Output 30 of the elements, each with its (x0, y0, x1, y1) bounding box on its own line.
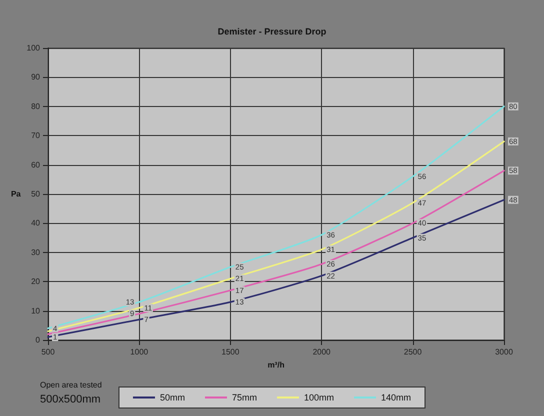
x-tick-label: 1000 (130, 348, 149, 356)
line-series (47, 140, 505, 332)
y-tick-label: 60 (31, 160, 41, 170)
x-tick-label: 2000 (312, 348, 332, 356)
line-series (47, 199, 505, 338)
chart-title: Demister - Pressure Drop (218, 26, 327, 36)
legend-label: 100mm (304, 392, 334, 402)
x-tick-label: 3000 (495, 348, 514, 356)
legend-label: 75mm (232, 392, 258, 402)
y-tick-label: 70 (31, 131, 41, 140)
legend-label: 140mm (381, 392, 412, 402)
text: Open area tested (40, 380, 102, 390)
legend-label: 50mm (160, 392, 185, 402)
y-tick-label: 30 (31, 248, 41, 257)
x-tick-label: 2500 (404, 348, 422, 356)
x-tick-label: 1500 (222, 348, 240, 356)
y-tick-label: 0 (36, 336, 41, 344)
y-tick-label: 10 (31, 306, 41, 316)
y-tick-label: 80 (31, 102, 41, 111)
x-tick-label: 500 (41, 348, 56, 356)
y-axis-title: Pa (10, 190, 22, 198)
line-series (47, 106, 505, 330)
y-tick-label: 40 (31, 218, 41, 228)
x-axis-title: m³/h (268, 360, 285, 370)
line-series (47, 170, 505, 335)
text: 500x500mm (40, 394, 101, 406)
y-tick-label: 100 (26, 44, 41, 52)
y-tick-label: 90 (31, 72, 41, 82)
y-tick-label: 50 (31, 190, 41, 198)
y-tick-label: 20 (31, 277, 41, 286)
